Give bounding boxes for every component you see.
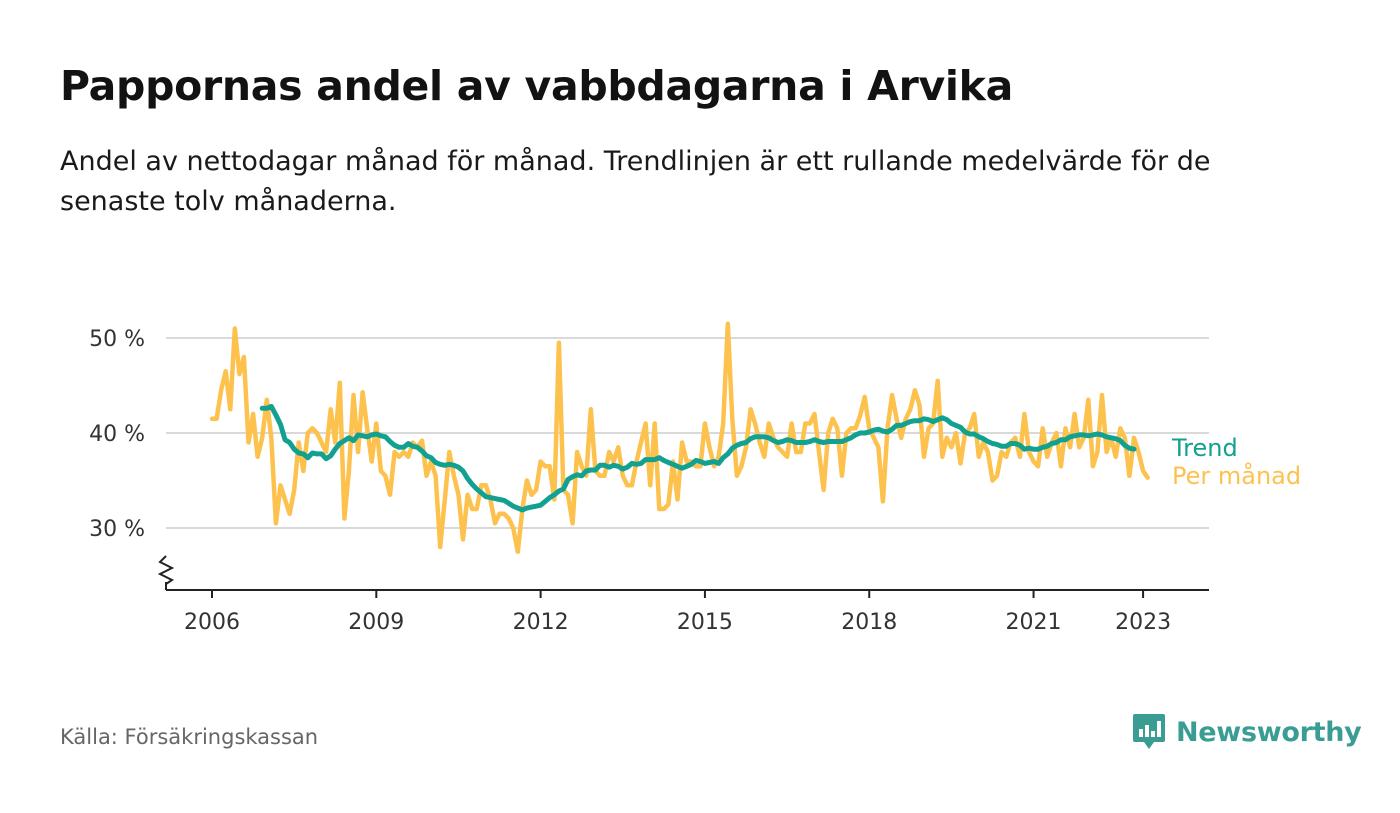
newsworthy-logo-icon (1133, 714, 1165, 749)
x-tick-label: 2015 (677, 610, 733, 635)
x-tick-label: 2018 (841, 610, 897, 635)
series-line-trend (259, 403, 1137, 513)
y-tick-label: 40 % (89, 422, 145, 447)
axes: 30 % 40 % 50 % 2006 2009 2012 2015 2018 2021 2023 (89, 327, 1209, 635)
x-tick-label: 2006 (184, 610, 240, 635)
y-tick-label: 30 % (89, 517, 145, 542)
source-note: Källa: Försäkringskassan (60, 725, 319, 749)
y-tick-label: 50 % (89, 327, 145, 352)
series-label-monthly: Per månad (1172, 461, 1301, 490)
chart-subtitle: Andel av nettodagar månad för månad. Tre… (60, 146, 1211, 217)
x-tick-label: 2021 (1006, 610, 1062, 635)
newsworthy-logo: Newsworthy (1132, 712, 1362, 752)
x-tick-label: 2023 (1115, 610, 1171, 635)
axis-break-icon (157, 555, 175, 585)
chart-title: Pappornas andel av vabbdagarna i Arvika (60, 62, 1014, 110)
gridlines (166, 337, 1209, 529)
x-tick-label: 2012 (513, 610, 569, 635)
brand-name: Newsworthy (1176, 716, 1362, 748)
series-label-trend: Trend (1171, 434, 1238, 462)
series-lines (209, 321, 1150, 555)
x-tick-label: 2009 (348, 610, 404, 635)
